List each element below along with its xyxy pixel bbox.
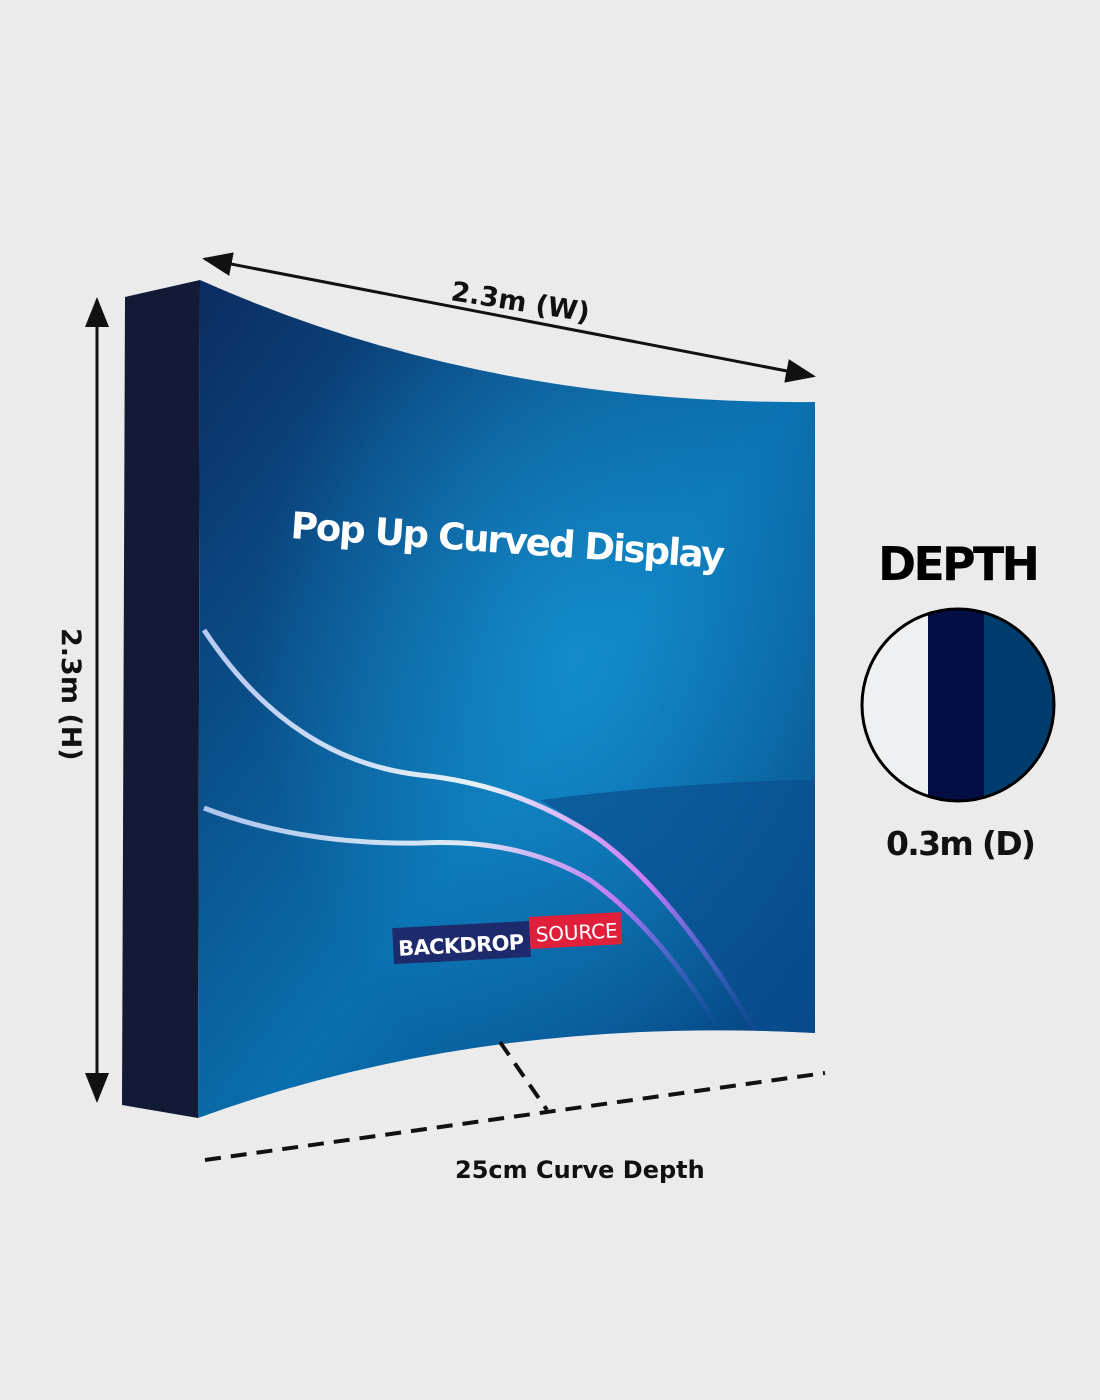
curve-depth-marker <box>498 1040 549 1112</box>
display-side-panel <box>122 280 200 1118</box>
display-front-graphic: Pop Up Curved Display BACKDROP SOURCE <box>198 280 815 1118</box>
curve-depth-baseline <box>204 1071 826 1162</box>
light-swoosh-lower <box>203 805 723 1032</box>
height-label: 2.3m (H) <box>55 628 86 761</box>
width-arrow <box>202 252 816 383</box>
depth-heading: DEPTH <box>878 537 1040 591</box>
brand-logo: BACKDROP SOURCE <box>392 912 623 965</box>
depth-label: 0.3m (D) <box>886 824 1036 863</box>
curve-depth-label: 25cm Curve Depth <box>455 1156 705 1184</box>
light-swoosh-upper <box>201 628 763 1042</box>
svg-text:SOURCE: SOURCE <box>535 918 618 946</box>
